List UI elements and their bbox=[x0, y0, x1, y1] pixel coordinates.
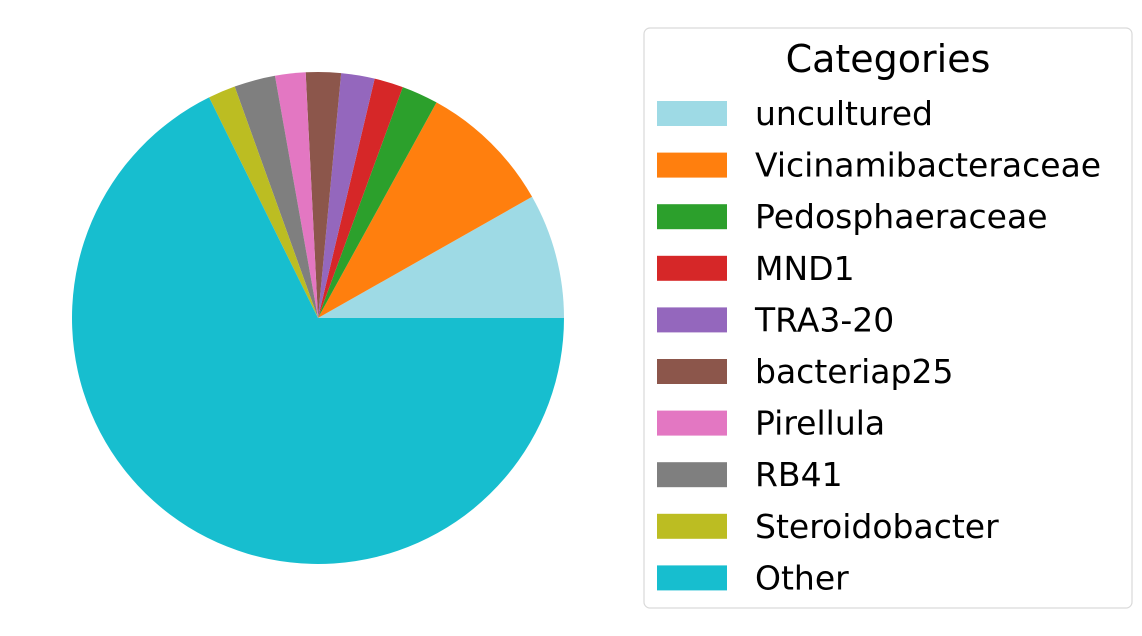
legend-title: Categories bbox=[786, 37, 991, 81]
legend-item: bacteriap25 bbox=[657, 352, 953, 391]
pie-slices bbox=[71, 71, 564, 565]
legend-label: Other bbox=[755, 558, 849, 597]
pie-slice-tra3-20 bbox=[318, 73, 375, 318]
legend-swatch bbox=[657, 565, 727, 591]
legend-swatch bbox=[657, 101, 727, 126]
legend-frame bbox=[643, 27, 1133, 609]
legend-item: Pedosphaeraceae bbox=[657, 197, 1048, 236]
legend-label: RB41 bbox=[755, 455, 843, 494]
legend-item: RB41 bbox=[657, 455, 843, 494]
legend-label: uncultured bbox=[755, 94, 933, 133]
legend-label: MND1 bbox=[755, 249, 855, 288]
legend-swatch bbox=[657, 307, 727, 333]
legend-label: Pirellula bbox=[755, 404, 885, 443]
legend-label: Pedosphaeraceae bbox=[755, 197, 1048, 236]
legend: Categories uncultured Vicinamibacteraceae… bbox=[643, 27, 1133, 609]
pie-slice-bacteriap25 bbox=[305, 71, 342, 318]
legend-item: Vicinamibacteraceae bbox=[657, 146, 1101, 185]
legend-item: Pirellula bbox=[657, 404, 885, 443]
legend-label: Vicinamibacteraceae bbox=[755, 146, 1101, 185]
legend-item: MND1 bbox=[657, 249, 855, 288]
pie-slice-pirellula bbox=[274, 72, 318, 318]
legend-item: uncultured bbox=[657, 94, 933, 133]
legend-item: Other bbox=[657, 558, 849, 597]
pie-slice-rb41 bbox=[234, 75, 318, 318]
pie-slice-vicinamibacteraceae bbox=[318, 102, 533, 319]
legend-item: Steroidobacter bbox=[657, 507, 999, 546]
legend-swatch bbox=[657, 152, 727, 178]
legend-swatch bbox=[657, 359, 727, 384]
pie-slice-steroidobacter bbox=[209, 86, 318, 318]
legend-swatch bbox=[657, 410, 727, 436]
legend-swatch bbox=[657, 255, 727, 281]
pie-slice-mnd1 bbox=[318, 78, 403, 319]
legend-swatch bbox=[657, 204, 727, 230]
legend-label: Steroidobacter bbox=[755, 507, 999, 546]
legend-label: bacteriap25 bbox=[755, 352, 953, 391]
legend-swatch bbox=[657, 513, 727, 539]
pie-slice-other bbox=[71, 97, 564, 565]
legend-item: TRA3-20 bbox=[657, 300, 894, 339]
legend-label: TRA3-20 bbox=[754, 300, 894, 339]
legend-swatch bbox=[657, 462, 727, 488]
pie-slice-uncultured bbox=[318, 196, 564, 318]
pie-slice-pedosphaeraceae bbox=[318, 87, 437, 318]
